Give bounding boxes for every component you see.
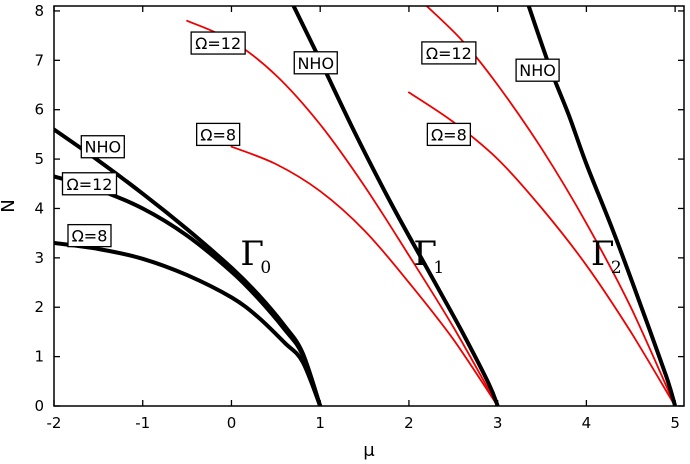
- annotation-box: [515, 58, 560, 82]
- y-axis-title: N: [0, 199, 19, 212]
- y-tick-label: 6: [34, 101, 44, 119]
- annotation-box: [80, 135, 125, 159]
- y-tick-label: 8: [34, 2, 44, 20]
- y-tick-label: 3: [34, 249, 44, 267]
- annotation-box: [293, 51, 338, 75]
- x-tick-label: 4: [582, 414, 592, 432]
- x-tick-label: 2: [404, 414, 414, 432]
- annotation-box: [426, 122, 472, 147]
- gamma-label: Γ: [591, 234, 615, 274]
- annotation-box: [196, 122, 241, 147]
- curve-annotation: Ω=12: [195, 34, 241, 53]
- y-tick-label: 4: [34, 199, 44, 217]
- annotation-box: [61, 172, 118, 196]
- curve-annotation: Ω=8: [200, 125, 236, 144]
- y-tick-label: 0: [34, 397, 44, 415]
- gamma-subscript: 1: [433, 258, 444, 278]
- x-tick-label: 0: [227, 414, 237, 432]
- x-axis-title: μ: [363, 440, 375, 461]
- x-tick-label: 1: [315, 414, 325, 432]
- series-line-gamma0-12: [54, 174, 323, 406]
- annotation-box: [421, 41, 477, 65]
- curve-annotation: NHO: [85, 138, 122, 157]
- series-line-gamma0-nho: [54, 127, 323, 406]
- series-line-gamma0-8: [54, 241, 323, 406]
- gamma-subscript: 0: [260, 258, 271, 278]
- plot-frame: [53, 5, 685, 407]
- series-line-gamma2-8: [408, 91, 676, 406]
- gamma-subscript: 2: [611, 258, 622, 278]
- gamma-label: Γ: [413, 234, 437, 274]
- x-tick-label: -1: [135, 414, 150, 432]
- y-tick-label: 7: [34, 51, 44, 69]
- curve-annotation: Ω=12: [426, 44, 472, 63]
- x-tick-label: 5: [670, 414, 680, 432]
- y-tick-label: 5: [34, 150, 44, 168]
- x-tick-label: 3: [493, 414, 503, 432]
- annotation-box: [67, 223, 112, 248]
- curve-annotation: NHO: [519, 61, 556, 80]
- chart-curves: [54, 6, 678, 406]
- chart-axes: -2 -1 0 1 2 3 4 5 0 1 2 3 4 5 6 7 8: [34, 2, 685, 432]
- annotation-box: [190, 31, 246, 55]
- curve-annotation: Ω=8: [72, 227, 108, 246]
- curve-annotation: Ω=12: [66, 175, 112, 194]
- y-tick-label: 1: [34, 348, 44, 366]
- y-tick-label: 2: [34, 298, 44, 316]
- x-tick-label: -2: [47, 414, 62, 432]
- series-line-gamma1-12: [186, 19, 499, 406]
- series-line-gamma1-8: [230, 145, 499, 406]
- gamma-label: Γ: [240, 234, 264, 274]
- curve-annotation: Ω=8: [431, 125, 467, 144]
- curve-annotation: NHO: [297, 54, 334, 73]
